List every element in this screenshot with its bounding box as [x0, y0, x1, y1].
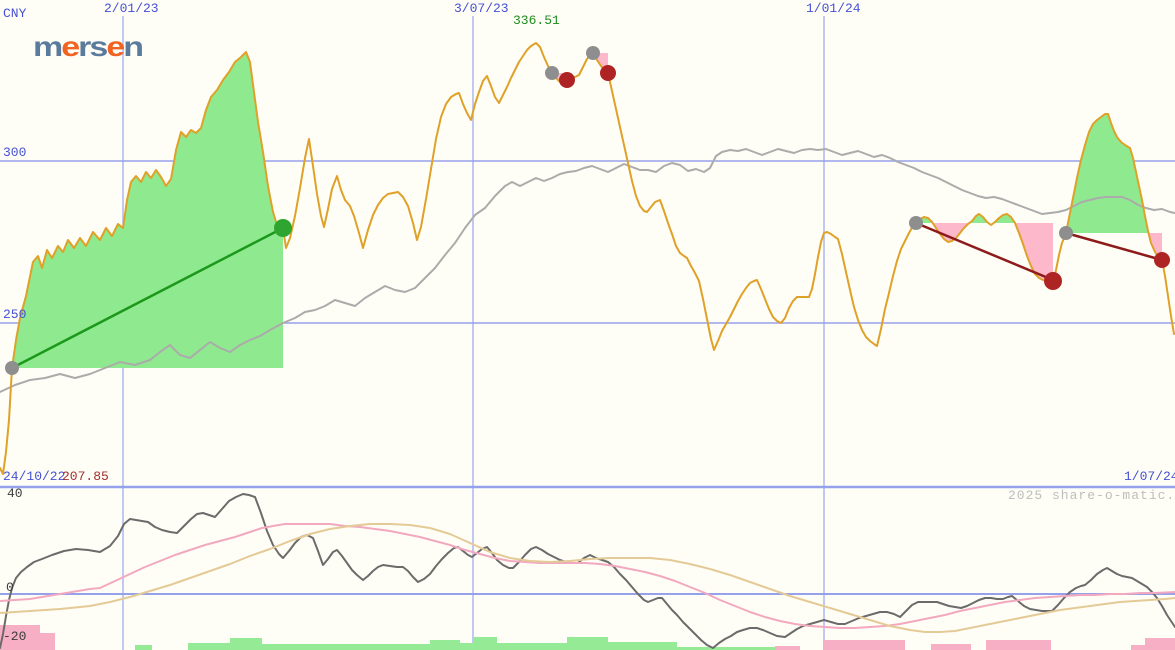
volume-bar-green: [230, 638, 262, 650]
indicator-signal-line: [0, 523, 1175, 629]
volume-bar-pink: [775, 646, 800, 650]
currency-label: CNY: [3, 6, 27, 21]
volume-bar-green: [262, 644, 430, 650]
trend-loss-1: [915, 221, 1054, 282]
max-price-label: 336.51: [513, 13, 560, 28]
volume-bar-pink: [0, 625, 40, 650]
benchmark-line: [0, 148, 1175, 393]
volume-bar-green: [677, 647, 775, 650]
min-price-label: 207.85: [62, 469, 109, 484]
indicator-slow-line: [0, 523, 1175, 633]
entry-dot: [545, 66, 559, 80]
volume-bar-green: [567, 637, 608, 650]
logo-letter: m: [33, 31, 63, 63]
ind-label-0: 0: [6, 580, 14, 595]
gain-fill-main: [12, 52, 283, 368]
ind-label-minus20: -20: [3, 629, 27, 644]
volume-bar-pink: [1145, 638, 1175, 650]
trend-loss-2: [1065, 231, 1163, 262]
entry-dot: [909, 216, 923, 230]
indicator-fast-line: [0, 493, 1175, 649]
volume-bar-green: [430, 640, 460, 650]
trend-gain: [11, 226, 284, 370]
volume-bar-green: [460, 643, 473, 650]
volume-bar-green: [497, 643, 567, 650]
entry-dot: [1059, 226, 1073, 240]
gain-fill-a2: [969, 214, 988, 223]
logo-letter: e: [106, 31, 125, 63]
volume-bar-pink: [823, 640, 905, 650]
mersen-logo: mersen: [33, 30, 144, 64]
exit-loss-dot: [559, 72, 575, 88]
volume-bar-pink: [931, 644, 971, 650]
volume-bar-pink: [1131, 645, 1145, 650]
x-label-2: 3/07/23: [454, 1, 509, 16]
watermark: 2025 share-o-matic.com: [1008, 488, 1175, 503]
volume-bar-pink: [986, 640, 1051, 650]
price-line: [0, 42, 1175, 475]
volume-bar-green: [135, 645, 152, 650]
exit-gain-dot: [274, 219, 292, 237]
x-label-1: 2/01/23: [104, 1, 159, 16]
logo-letter: r: [78, 31, 91, 63]
logo-letter: e: [61, 31, 80, 63]
entry-dot: [586, 46, 600, 60]
y-label-250: 250: [3, 307, 27, 322]
volume-bar-pink: [40, 633, 55, 650]
entry-dot: [5, 361, 19, 375]
x-label-4: 1/07/24: [1124, 469, 1175, 484]
exit-loss-dot: [600, 65, 616, 81]
volume-bar-green: [473, 637, 497, 650]
volume-bar-green: [188, 643, 230, 650]
y-label-300: 300: [3, 145, 27, 160]
exit-loss-dot: [1154, 252, 1170, 268]
loss-fill-a1: [933, 223, 969, 242]
volume-bar-green: [608, 642, 677, 650]
gain-fill-b: [1066, 114, 1148, 233]
x-label-3: 1/01/24: [806, 1, 861, 16]
logo-letter: n: [123, 31, 144, 63]
exit-loss-dot: [1044, 272, 1062, 290]
min-date-label: 24/10/22: [3, 469, 66, 484]
logo-letter: s: [89, 31, 108, 63]
loss-fill-a2: [1015, 223, 1053, 281]
ind-label-40: 40: [7, 486, 23, 501]
